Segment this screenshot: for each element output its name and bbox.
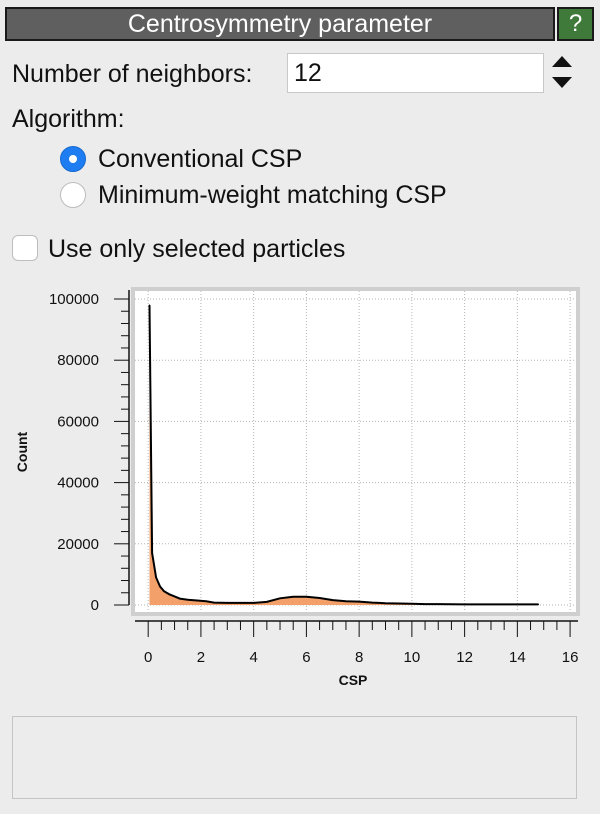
y-tick-label: 0: [91, 597, 99, 614]
histogram-point: [155, 576, 157, 579]
histogram-point: [253, 602, 255, 604]
y-axis-label: Count: [14, 431, 30, 472]
histogram-svg: 0 20000 40000 60000 80000 100000 0 2 4 6 8 10 12 14 1…: [14, 287, 580, 688]
x-tick-label: 2: [197, 649, 205, 666]
status-area: [12, 716, 577, 799]
histogram-point: [411, 603, 413, 605]
histogram-point: [384, 602, 387, 604]
neighbors-label: Number of neighbors:: [12, 60, 253, 88]
histogram-chart: 0 20000 40000 60000 80000 100000 0 2 4 6 8 10 12 14 1…: [0, 280, 600, 700]
spinner-down-arrow-icon[interactable]: [546, 72, 578, 92]
radio-minimum-weight-csp[interactable]: [60, 182, 86, 208]
histogram-point: [398, 602, 400, 605]
histogram-point: [318, 597, 321, 599]
histogram-point: [464, 603, 466, 605]
histogram-point: [266, 601, 268, 603]
radio-conventional-csp-label[interactable]: Conventional CSP: [98, 145, 303, 173]
plot-frame: [131, 287, 580, 616]
x-tick-label: 16: [562, 649, 579, 666]
histogram-point: [151, 552, 153, 554]
algorithm-label: Algorithm:: [12, 105, 125, 133]
histogram-point: [163, 590, 165, 592]
y-tick-label: 20000: [57, 536, 99, 553]
only-selected-checkbox[interactable]: [12, 235, 38, 261]
histogram-point: [239, 602, 242, 604]
histogram-point: [437, 603, 439, 605]
histogram-point: [279, 597, 281, 599]
neighbors-spinner: [546, 52, 578, 92]
histogram-point: [226, 602, 228, 604]
x-tick-label: 12: [456, 649, 473, 666]
y-tick-label: 60000: [57, 413, 99, 430]
y-tick-label: 100000: [49, 291, 99, 308]
histogram-point: [305, 596, 307, 598]
histogram-point: [537, 603, 540, 605]
only-selected-label[interactable]: Use only selected particles: [48, 235, 346, 263]
histogram-point: [345, 600, 347, 602]
histogram-point: [179, 597, 181, 600]
x-tick-label: 8: [355, 649, 363, 666]
histogram-point: [490, 603, 492, 605]
histogram-point: [168, 593, 170, 595]
help-button[interactable]: ?: [557, 7, 594, 41]
x-tick-label: 0: [144, 649, 152, 666]
x-axis-label: CSP: [339, 672, 368, 688]
x-tick-label: 6: [302, 649, 310, 666]
histogram-point: [213, 601, 215, 604]
histogram-point: [159, 586, 161, 588]
histogram-point: [332, 599, 334, 601]
histogram-point: [148, 304, 151, 306]
histogram-point: [187, 599, 189, 601]
histogram-point: [424, 603, 426, 605]
neighbors-input[interactable]: [287, 53, 544, 93]
radio-minimum-weight-csp-label[interactable]: Minimum-weight matching CSP: [98, 181, 447, 209]
histogram-point: [371, 601, 373, 604]
x-tick-label: 10: [404, 649, 421, 666]
histogram-point: [358, 601, 360, 603]
panel-title: Centrosymmetry parameter: [5, 7, 555, 41]
y-tick-label: 80000: [57, 352, 99, 369]
x-tick-label: 14: [509, 649, 526, 666]
histogram-point: [292, 596, 294, 598]
histogram-point: [173, 595, 176, 598]
histogram-point: [205, 600, 207, 602]
y-tick-label: 40000: [57, 475, 99, 492]
radio-conventional-csp[interactable]: [60, 146, 86, 172]
x-tick-label: 4: [249, 649, 257, 666]
histogram-point: [516, 603, 518, 605]
histogram-point: [195, 599, 197, 602]
spinner-up-arrow-icon[interactable]: [546, 52, 578, 72]
